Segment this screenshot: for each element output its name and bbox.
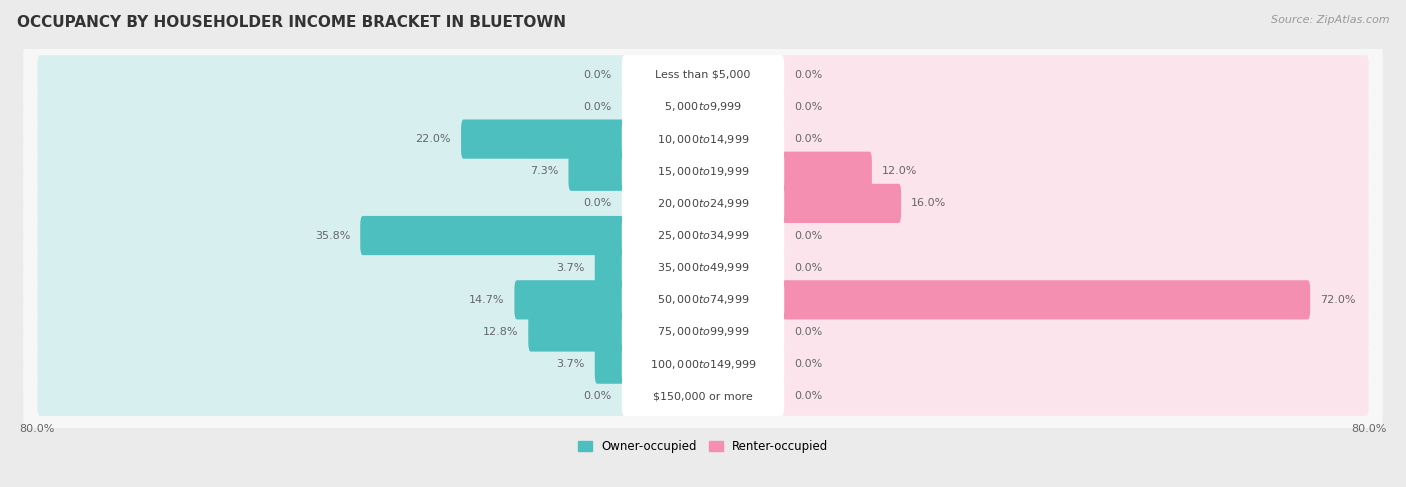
Text: 0.0%: 0.0% <box>794 391 823 401</box>
FancyBboxPatch shape <box>24 136 1382 206</box>
Text: Less than $5,000: Less than $5,000 <box>655 70 751 80</box>
FancyBboxPatch shape <box>24 72 1382 142</box>
FancyBboxPatch shape <box>621 184 785 223</box>
FancyBboxPatch shape <box>24 297 1382 367</box>
FancyBboxPatch shape <box>621 55 785 94</box>
FancyBboxPatch shape <box>621 248 785 287</box>
FancyBboxPatch shape <box>515 280 627 319</box>
FancyBboxPatch shape <box>779 151 872 191</box>
FancyBboxPatch shape <box>621 376 785 416</box>
FancyBboxPatch shape <box>38 248 627 287</box>
FancyBboxPatch shape <box>779 312 1368 352</box>
Text: 0.0%: 0.0% <box>794 70 823 80</box>
FancyBboxPatch shape <box>568 151 627 191</box>
FancyBboxPatch shape <box>38 312 627 352</box>
Text: $25,000 to $34,999: $25,000 to $34,999 <box>657 229 749 242</box>
Text: 0.0%: 0.0% <box>583 70 612 80</box>
Text: 80.0%: 80.0% <box>20 424 55 433</box>
FancyBboxPatch shape <box>621 216 785 255</box>
Text: 35.8%: 35.8% <box>315 230 350 241</box>
Text: $20,000 to $24,999: $20,000 to $24,999 <box>657 197 749 210</box>
FancyBboxPatch shape <box>779 151 1368 191</box>
Text: 0.0%: 0.0% <box>794 262 823 273</box>
Text: 14.7%: 14.7% <box>470 295 505 305</box>
FancyBboxPatch shape <box>621 344 785 384</box>
Text: 72.0%: 72.0% <box>1320 295 1355 305</box>
FancyBboxPatch shape <box>529 312 627 352</box>
FancyBboxPatch shape <box>38 344 627 384</box>
Text: 3.7%: 3.7% <box>557 262 585 273</box>
Text: Source: ZipAtlas.com: Source: ZipAtlas.com <box>1271 15 1389 25</box>
Legend: Owner-occupied, Renter-occupied: Owner-occupied, Renter-occupied <box>578 440 828 453</box>
FancyBboxPatch shape <box>38 216 627 255</box>
Text: $75,000 to $99,999: $75,000 to $99,999 <box>657 325 749 338</box>
FancyBboxPatch shape <box>621 87 785 127</box>
FancyBboxPatch shape <box>779 184 901 223</box>
Text: 0.0%: 0.0% <box>583 391 612 401</box>
FancyBboxPatch shape <box>38 376 627 416</box>
Text: $5,000 to $9,999: $5,000 to $9,999 <box>664 100 742 113</box>
FancyBboxPatch shape <box>621 312 785 352</box>
Text: $50,000 to $74,999: $50,000 to $74,999 <box>657 293 749 306</box>
Text: 0.0%: 0.0% <box>794 134 823 144</box>
Text: 0.0%: 0.0% <box>794 327 823 337</box>
Text: 0.0%: 0.0% <box>794 230 823 241</box>
FancyBboxPatch shape <box>779 376 1368 416</box>
Text: 0.0%: 0.0% <box>794 102 823 112</box>
Text: 0.0%: 0.0% <box>794 359 823 369</box>
FancyBboxPatch shape <box>779 280 1368 319</box>
FancyBboxPatch shape <box>24 104 1382 174</box>
FancyBboxPatch shape <box>24 169 1382 239</box>
FancyBboxPatch shape <box>38 55 627 94</box>
FancyBboxPatch shape <box>621 280 785 319</box>
Text: 22.0%: 22.0% <box>416 134 451 144</box>
FancyBboxPatch shape <box>24 265 1382 335</box>
FancyBboxPatch shape <box>38 119 627 159</box>
FancyBboxPatch shape <box>38 184 627 223</box>
FancyBboxPatch shape <box>779 344 1368 384</box>
Text: 80.0%: 80.0% <box>1351 424 1386 433</box>
FancyBboxPatch shape <box>779 184 1368 223</box>
FancyBboxPatch shape <box>24 233 1382 303</box>
FancyBboxPatch shape <box>779 280 1310 319</box>
Text: 3.7%: 3.7% <box>557 359 585 369</box>
FancyBboxPatch shape <box>461 119 627 159</box>
Text: 12.0%: 12.0% <box>882 166 917 176</box>
FancyBboxPatch shape <box>24 329 1382 399</box>
Text: $35,000 to $49,999: $35,000 to $49,999 <box>657 261 749 274</box>
FancyBboxPatch shape <box>360 216 627 255</box>
Text: $15,000 to $19,999: $15,000 to $19,999 <box>657 165 749 178</box>
FancyBboxPatch shape <box>38 280 627 319</box>
FancyBboxPatch shape <box>38 151 627 191</box>
FancyBboxPatch shape <box>779 55 1368 94</box>
FancyBboxPatch shape <box>779 248 1368 287</box>
FancyBboxPatch shape <box>24 40 1382 110</box>
FancyBboxPatch shape <box>38 87 627 127</box>
FancyBboxPatch shape <box>24 361 1382 431</box>
FancyBboxPatch shape <box>621 151 785 191</box>
Text: $150,000 or more: $150,000 or more <box>654 391 752 401</box>
Text: 0.0%: 0.0% <box>583 198 612 208</box>
FancyBboxPatch shape <box>779 87 1368 127</box>
Text: 7.3%: 7.3% <box>530 166 558 176</box>
Text: 12.8%: 12.8% <box>482 327 519 337</box>
Text: $10,000 to $14,999: $10,000 to $14,999 <box>657 132 749 146</box>
Text: 16.0%: 16.0% <box>911 198 946 208</box>
Text: $100,000 to $149,999: $100,000 to $149,999 <box>650 357 756 371</box>
FancyBboxPatch shape <box>595 248 627 287</box>
Text: OCCUPANCY BY HOUSEHOLDER INCOME BRACKET IN BLUETOWN: OCCUPANCY BY HOUSEHOLDER INCOME BRACKET … <box>17 15 565 30</box>
FancyBboxPatch shape <box>621 119 785 159</box>
FancyBboxPatch shape <box>779 119 1368 159</box>
Text: 0.0%: 0.0% <box>583 102 612 112</box>
FancyBboxPatch shape <box>779 216 1368 255</box>
FancyBboxPatch shape <box>24 201 1382 271</box>
FancyBboxPatch shape <box>595 344 627 384</box>
